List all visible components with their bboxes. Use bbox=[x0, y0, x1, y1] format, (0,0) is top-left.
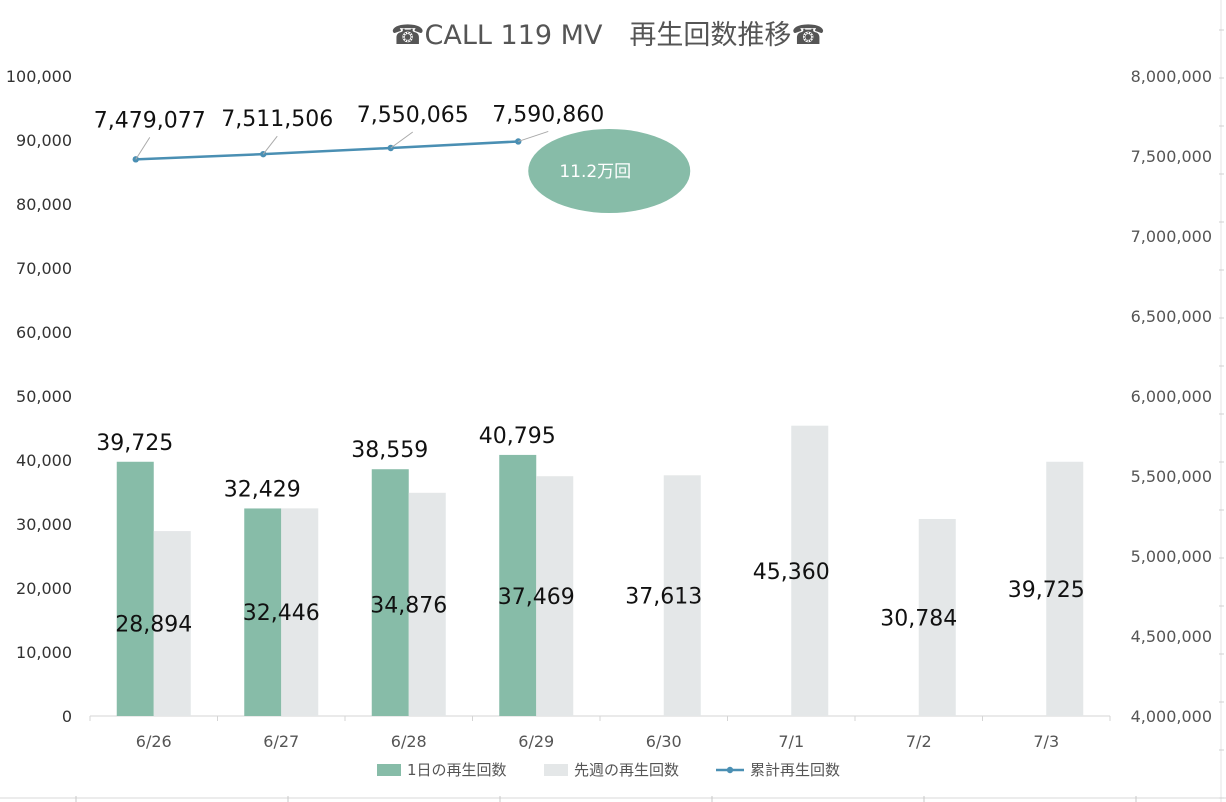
bar-last-week-views bbox=[536, 476, 574, 716]
bar-daily-views bbox=[371, 469, 409, 716]
bar-last-week-views bbox=[663, 475, 701, 716]
x-tick-label: 7/3 bbox=[1033, 732, 1059, 751]
cumulative-views-line bbox=[135, 140, 519, 161]
x-tick-label: 6/30 bbox=[646, 732, 682, 751]
last-week-views-data-label: 28,894 bbox=[115, 613, 192, 638]
last-week-views-data-label: 34,876 bbox=[370, 593, 447, 618]
legend: 1日の再生回数 先週の再生回数 累計再生回数 bbox=[377, 761, 840, 779]
daily-views-data-label: 40,795 bbox=[479, 424, 556, 449]
bar-last-week-views bbox=[791, 425, 829, 716]
left-tick-label: 60,000 bbox=[16, 323, 72, 342]
legend-line-marker bbox=[726, 766, 734, 774]
bar-daily-views bbox=[244, 508, 282, 716]
annotation-callout: 11.2万回 bbox=[528, 129, 691, 213]
right-tick-label: 4,000,000 bbox=[1131, 707, 1212, 726]
left-tick-label: 80,000 bbox=[16, 195, 72, 214]
x-tick-label: 7/2 bbox=[906, 732, 932, 751]
left-tick-label: 100,000 bbox=[6, 67, 72, 86]
daily-views-data-label: 39,725 bbox=[96, 431, 173, 456]
cumulative-label-leader-line bbox=[262, 135, 278, 155]
cumulative-label-leader-line bbox=[135, 137, 151, 160]
x-tick-label: 7/1 bbox=[778, 732, 804, 751]
x-tick-label: 6/29 bbox=[518, 732, 554, 751]
legend-swatch bbox=[544, 764, 568, 776]
x-tick-label: 6/28 bbox=[391, 732, 427, 751]
annotation-text: 11.2万回 bbox=[559, 162, 631, 182]
right-tick-label: 4,500,000 bbox=[1131, 627, 1212, 646]
cumulative-views-data-label: 7,550,065 bbox=[357, 103, 469, 128]
cumulative-views-data-label: 7,511,506 bbox=[221, 107, 333, 132]
legend-swatch bbox=[377, 764, 401, 776]
left-tick-label: 70,000 bbox=[16, 259, 72, 278]
cumulative-views-data-label: 7,479,077 bbox=[94, 108, 206, 133]
left-tick-label: 0 bbox=[62, 707, 72, 726]
x-tick-label: 6/26 bbox=[136, 732, 172, 751]
bar-last-week-views bbox=[153, 531, 191, 716]
right-tick-label: 7,500,000 bbox=[1131, 147, 1212, 166]
right-tick-label: 5,000,000 bbox=[1131, 547, 1212, 566]
last-week-views-data-label: 32,446 bbox=[243, 601, 320, 626]
legend-label: 1日の再生回数 bbox=[407, 761, 507, 779]
last-week-views-data-label: 39,725 bbox=[1008, 578, 1085, 603]
right-tick-label: 5,500,000 bbox=[1131, 467, 1212, 486]
right-y-axis: 4,000,000 4,500,000 5,000,000 5,500,000 6,00… bbox=[1131, 67, 1212, 726]
chart-title: ☎CALL 119 MV 再生回数推移☎ bbox=[391, 20, 825, 51]
left-tick-label: 40,000 bbox=[16, 451, 72, 470]
legend-label: 累計再生回数 bbox=[750, 761, 840, 779]
bar-last-week-views bbox=[408, 492, 446, 716]
daily-views-data-label: 38,559 bbox=[351, 438, 428, 463]
bar-last-week-views bbox=[1046, 461, 1084, 716]
left-tick-label: 10,000 bbox=[16, 643, 72, 662]
last-week-views-data-label: 37,469 bbox=[498, 585, 575, 610]
bar-last-week-views bbox=[281, 508, 319, 716]
right-tick-label: 6,000,000 bbox=[1131, 387, 1212, 406]
legend-label: 先週の再生回数 bbox=[574, 761, 679, 779]
right-tick-label: 8,000,000 bbox=[1131, 67, 1212, 86]
left-y-axis: 0 10,000 20,000 30,000 40,000 50,000 60,000 70,… bbox=[6, 67, 72, 726]
bar-last-week-views bbox=[918, 518, 956, 716]
bar-daily-views bbox=[499, 454, 537, 716]
data-labels-group: 39,725 32,429 38,559 40,795 28,894 32,446 34,8… bbox=[94, 102, 1085, 637]
last-week-views-data-label: 45,360 bbox=[753, 560, 830, 585]
cumulative-label-leader-line bbox=[390, 131, 414, 149]
last-week-views-data-label: 30,784 bbox=[880, 606, 957, 631]
bar-series-group bbox=[116, 425, 1084, 716]
left-tick-label: 30,000 bbox=[16, 515, 72, 534]
cumulative-views-data-label: 7,590,860 bbox=[492, 102, 604, 127]
bar-daily-views bbox=[116, 461, 154, 716]
cumulative-label-leader-line bbox=[518, 130, 549, 142]
right-tick-label: 6,500,000 bbox=[1131, 307, 1212, 326]
right-tick-label: 7,000,000 bbox=[1131, 227, 1212, 246]
left-tick-label: 90,000 bbox=[16, 131, 72, 150]
line-series-group bbox=[132, 138, 522, 163]
left-tick-label: 50,000 bbox=[16, 387, 72, 406]
x-tick-label: 6/27 bbox=[263, 732, 299, 751]
annotation-ellipse bbox=[528, 129, 691, 213]
daily-views-data-label: 32,429 bbox=[224, 477, 301, 502]
left-tick-label: 20,000 bbox=[16, 579, 72, 598]
last-week-views-data-label: 37,613 bbox=[625, 585, 702, 610]
x-axis: 6/26 6/27 6/28 6/29 6/30 7/1 7/2 7/3 bbox=[89, 715, 1111, 751]
